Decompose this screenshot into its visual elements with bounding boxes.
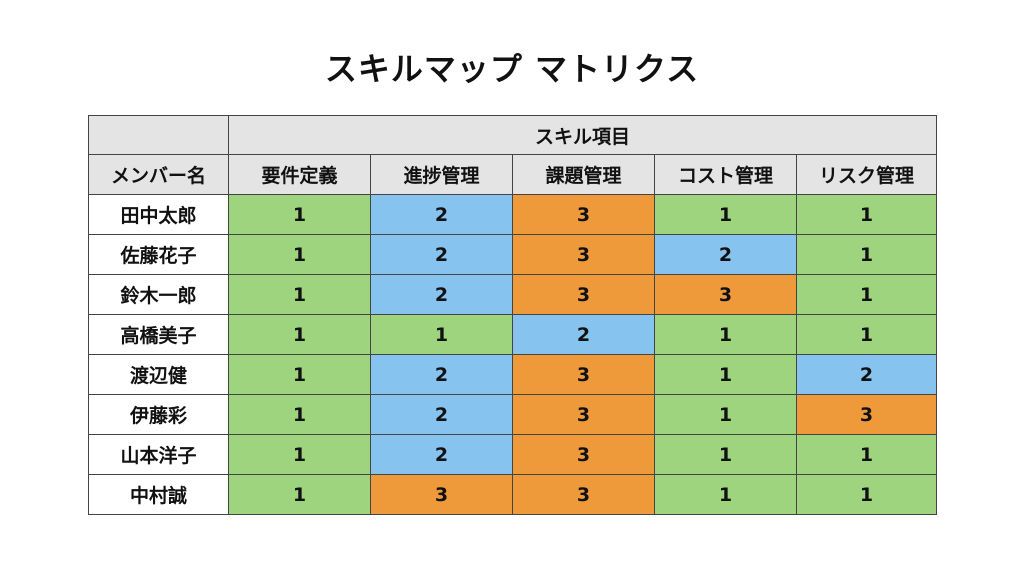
member-name-cell: 中村誠 bbox=[88, 474, 229, 515]
member-name-cell: 伊藤彩 bbox=[88, 394, 229, 435]
skill-level-cell: 1 bbox=[654, 434, 797, 475]
table-row: 鈴木一郎 1 2 3 3 1 bbox=[88, 274, 937, 315]
skill-level-cell: 2 bbox=[370, 194, 513, 235]
skill-level-cell: 1 bbox=[796, 194, 937, 235]
page-title: スキルマップ マトリクス bbox=[324, 50, 700, 88]
skill-level-cell: 1 bbox=[228, 394, 371, 435]
member-name-cell: 佐藤花子 bbox=[88, 234, 229, 275]
member-name-cell: 鈴木一郎 bbox=[88, 274, 229, 315]
skill-level-cell: 2 bbox=[370, 354, 513, 395]
skill-level-cell: 1 bbox=[228, 354, 371, 395]
skill-level-cell: 1 bbox=[370, 314, 513, 355]
skill-level-cell: 3 bbox=[796, 394, 937, 435]
skill-group-header: スキル項目 bbox=[228, 115, 937, 155]
skill-level-cell: 1 bbox=[796, 474, 937, 515]
skill-level-cell: 1 bbox=[228, 234, 371, 275]
member-name-cell: 高橋美子 bbox=[88, 314, 229, 355]
skill-level-cell: 1 bbox=[228, 474, 371, 515]
skill-level-cell: 2 bbox=[370, 394, 513, 435]
skill-level-cell: 1 bbox=[796, 274, 937, 315]
skill-level-cell: 3 bbox=[512, 274, 655, 315]
skill-header: リスク管理 bbox=[796, 154, 937, 195]
skill-level-cell: 1 bbox=[228, 274, 371, 315]
skill-level-cell: 1 bbox=[654, 394, 797, 435]
skill-level-cell: 1 bbox=[228, 434, 371, 475]
skill-level-cell: 2 bbox=[796, 354, 937, 395]
skill-level-cell: 1 bbox=[654, 194, 797, 235]
corner-cell bbox=[88, 115, 229, 155]
skill-header: コスト管理 bbox=[654, 154, 797, 195]
skill-level-cell: 1 bbox=[796, 314, 937, 355]
table-row: 中村誠 1 3 3 1 1 bbox=[88, 474, 937, 515]
table-row: 高橋美子 1 1 2 1 1 bbox=[88, 314, 937, 355]
skill-level-cell: 3 bbox=[512, 394, 655, 435]
skill-level-cell: 2 bbox=[370, 434, 513, 475]
skill-level-cell: 1 bbox=[228, 314, 371, 355]
skill-level-cell: 3 bbox=[512, 474, 655, 515]
skill-level-cell: 2 bbox=[370, 274, 513, 315]
skill-level-cell: 2 bbox=[370, 234, 513, 275]
skill-level-cell: 3 bbox=[512, 434, 655, 475]
skill-level-cell: 1 bbox=[654, 474, 797, 515]
skill-level-cell: 1 bbox=[796, 234, 937, 275]
skill-level-cell: 3 bbox=[512, 354, 655, 395]
skill-level-cell: 1 bbox=[796, 434, 937, 475]
table-row: 渡辺健 1 2 3 1 2 bbox=[88, 354, 937, 395]
skill-header: 要件定義 bbox=[228, 154, 371, 195]
member-name-cell: 渡辺健 bbox=[88, 354, 229, 395]
member-name-cell: 田中太郎 bbox=[88, 194, 229, 235]
skill-level-cell: 1 bbox=[654, 314, 797, 355]
skill-header: 課題管理 bbox=[512, 154, 655, 195]
skill-level-cell: 3 bbox=[512, 234, 655, 275]
member-name-header: メンバー名 bbox=[88, 154, 229, 195]
skill-level-cell: 2 bbox=[654, 234, 797, 275]
member-name-cell: 山本洋子 bbox=[88, 434, 229, 475]
matrix-body: 田中太郎 1 2 3 1 1 佐藤花子 1 2 3 2 1 鈴木一郎 1 2 3 3 1 高橋美子 1 1 2 1 1 渡辺健 1… bbox=[88, 194, 937, 515]
skill-level-cell: 3 bbox=[654, 274, 797, 315]
skill-level-cell: 1 bbox=[654, 354, 797, 395]
table-row: 佐藤花子 1 2 3 2 1 bbox=[88, 234, 937, 275]
skill-header: 進捗管理 bbox=[370, 154, 513, 195]
table-row: 田中太郎 1 2 3 1 1 bbox=[88, 194, 937, 235]
skill-level-cell: 1 bbox=[228, 194, 371, 235]
skill-level-cell: 2 bbox=[512, 314, 655, 355]
skill-level-cell: 3 bbox=[370, 474, 513, 515]
skill-header-row: メンバー名 要件定義 進捗管理 課題管理 コスト管理 リスク管理 bbox=[88, 154, 937, 195]
skill-matrix-table: スキル項目 メンバー名 要件定義 進捗管理 課題管理 コスト管理 リスク管理 田… bbox=[88, 115, 937, 515]
skill-level-cell: 3 bbox=[512, 194, 655, 235]
table-row: 伊藤彩 1 2 3 1 3 bbox=[88, 394, 937, 435]
table-row: 山本洋子 1 2 3 1 1 bbox=[88, 434, 937, 475]
